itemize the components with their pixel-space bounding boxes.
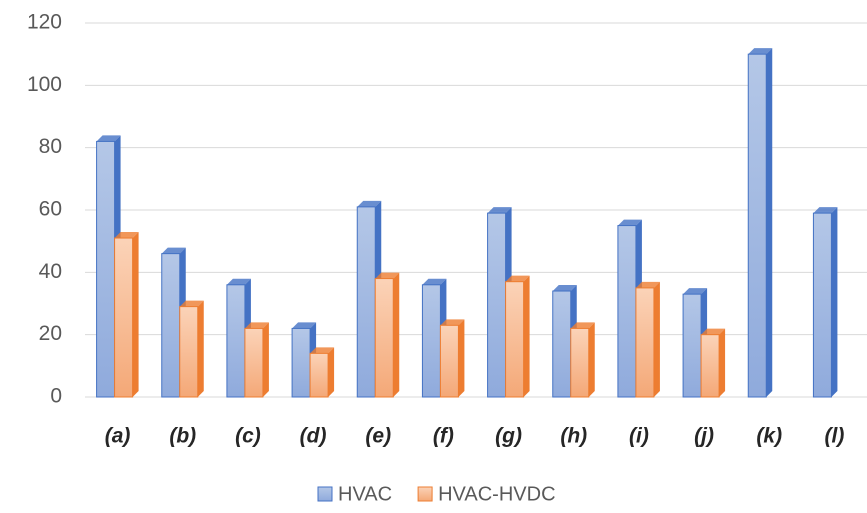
bar-top: [114, 232, 139, 239]
x-tick-label: (b): [169, 425, 196, 448]
bar-face: [812, 212, 832, 398]
bar-face: [179, 306, 199, 398]
x-tick-label: (e): [365, 425, 391, 448]
bar-top: [375, 272, 400, 279]
bar-face: [570, 327, 590, 398]
y-tick-label: 40: [39, 260, 62, 283]
bar: [439, 319, 465, 398]
legend-swatch: [317, 486, 333, 502]
bar: [505, 275, 530, 398]
x-tick-label: (a): [105, 425, 131, 448]
bar-top: [161, 247, 186, 254]
bar-side: [262, 322, 269, 397]
y-tick-label: 0: [50, 385, 62, 408]
x-tick-label: (f): [433, 425, 454, 448]
y-tick-label: 80: [39, 135, 62, 158]
bar: [114, 232, 139, 398]
bar-side: [393, 272, 400, 397]
x-tick-label: (g): [495, 425, 522, 448]
legend-label: HVAC: [338, 483, 392, 505]
bar-face: [635, 287, 655, 398]
bar-top: [179, 300, 204, 307]
bar-top: [487, 207, 512, 214]
bar-top: [748, 48, 773, 55]
bar-top: [570, 322, 595, 329]
x-tick-label: (i): [629, 425, 649, 448]
bar-face: [96, 140, 116, 398]
x-tick-label: (l): [825, 425, 845, 448]
bar-side: [197, 300, 204, 397]
bar-top: [292, 322, 317, 329]
bar-top: [505, 275, 530, 282]
bar-top: [357, 200, 382, 207]
y-tick-label: 20: [39, 322, 62, 345]
bar-face: [552, 290, 572, 398]
bar-face: [439, 324, 459, 398]
bar-top: [440, 319, 465, 326]
bar-face: [374, 278, 394, 398]
bar: [812, 207, 838, 398]
bar: [244, 322, 269, 398]
legend-label: HVAC-HVDC: [438, 483, 555, 505]
x-tick-label: (d): [300, 425, 327, 448]
bar-top: [422, 278, 447, 285]
bar-face: [617, 225, 637, 398]
y-tick-label: 100: [27, 73, 62, 96]
bar-side: [653, 281, 660, 397]
x-tick-label: (j): [694, 425, 714, 448]
bar: [374, 272, 400, 398]
legend-swatch: [417, 486, 433, 502]
bar-face: [161, 253, 181, 398]
bar-side: [523, 275, 530, 397]
bar-face: [487, 212, 507, 398]
bar-face: [226, 284, 246, 398]
bar-top: [226, 278, 251, 285]
bar-face: [505, 281, 525, 398]
bar-top: [244, 322, 269, 329]
bar: [309, 347, 335, 398]
bar-face: [309, 352, 329, 398]
bar-top: [813, 207, 838, 214]
bar: [747, 48, 773, 398]
y-tick-label: 120: [27, 11, 62, 34]
bar-face: [244, 327, 264, 398]
bar-top: [683, 288, 708, 295]
bar-face: [747, 53, 767, 398]
bar-face: [700, 334, 720, 398]
x-tick-label: (c): [235, 425, 261, 448]
bar: [179, 300, 204, 398]
bar-face: [421, 284, 441, 398]
bar-side: [831, 207, 838, 397]
bar-top: [552, 285, 577, 292]
bar-top: [310, 347, 335, 354]
bar: [635, 281, 660, 398]
bar-face: [682, 293, 702, 398]
bar: [570, 322, 595, 398]
bar-top: [701, 328, 726, 335]
bar-top: [635, 281, 660, 288]
bar-top: [96, 135, 121, 142]
x-tick-label: (k): [756, 425, 782, 448]
bar-side: [719, 328, 726, 397]
bar: [700, 328, 726, 398]
bar-face: [114, 237, 134, 398]
bar-side: [132, 232, 139, 397]
bar-face: [356, 206, 376, 398]
x-tick-label: (h): [560, 425, 587, 448]
bar-side: [766, 48, 773, 398]
y-tick-label: 60: [39, 198, 62, 221]
bar-side: [458, 319, 465, 397]
bar-top: [617, 219, 642, 226]
bar-side: [588, 322, 595, 397]
bar-face: [291, 327, 311, 398]
bar-side: [328, 347, 335, 397]
